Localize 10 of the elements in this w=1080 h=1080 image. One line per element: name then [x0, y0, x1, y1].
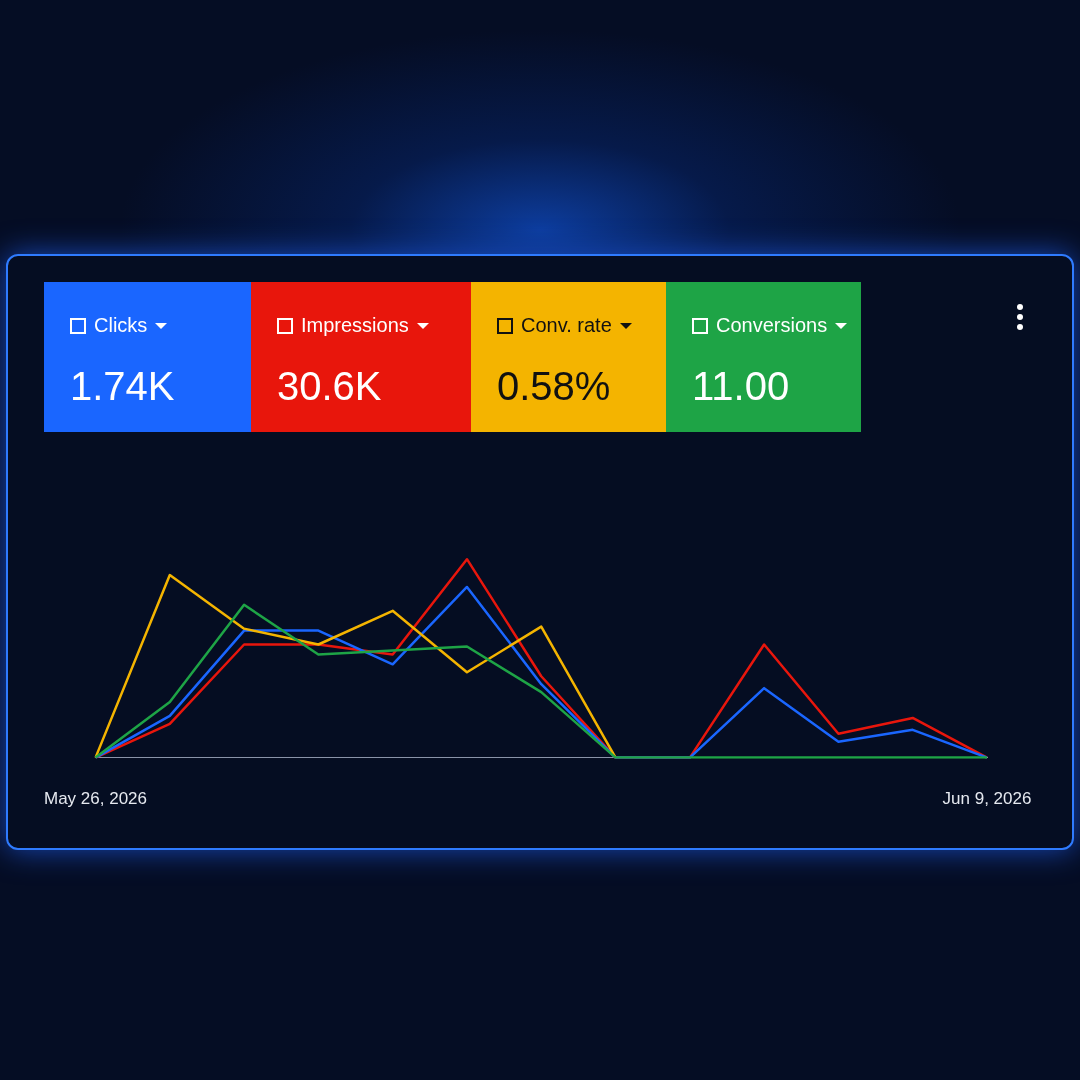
legend-label: Conv. rate [521, 314, 612, 337]
x-tick-label: May 26, 2026 [44, 789, 148, 809]
legend-label: Impressions [301, 314, 409, 337]
text: 1.74K [70, 364, 175, 409]
text: 0.58% [497, 364, 611, 409]
x-tick-label: Jun 9, 2026 [942, 789, 1032, 809]
text: 30.6K [277, 364, 382, 409]
legend-label: Conversions [716, 314, 828, 337]
text: 11.00 [692, 364, 790, 409]
legend-label: Clicks [94, 314, 148, 337]
